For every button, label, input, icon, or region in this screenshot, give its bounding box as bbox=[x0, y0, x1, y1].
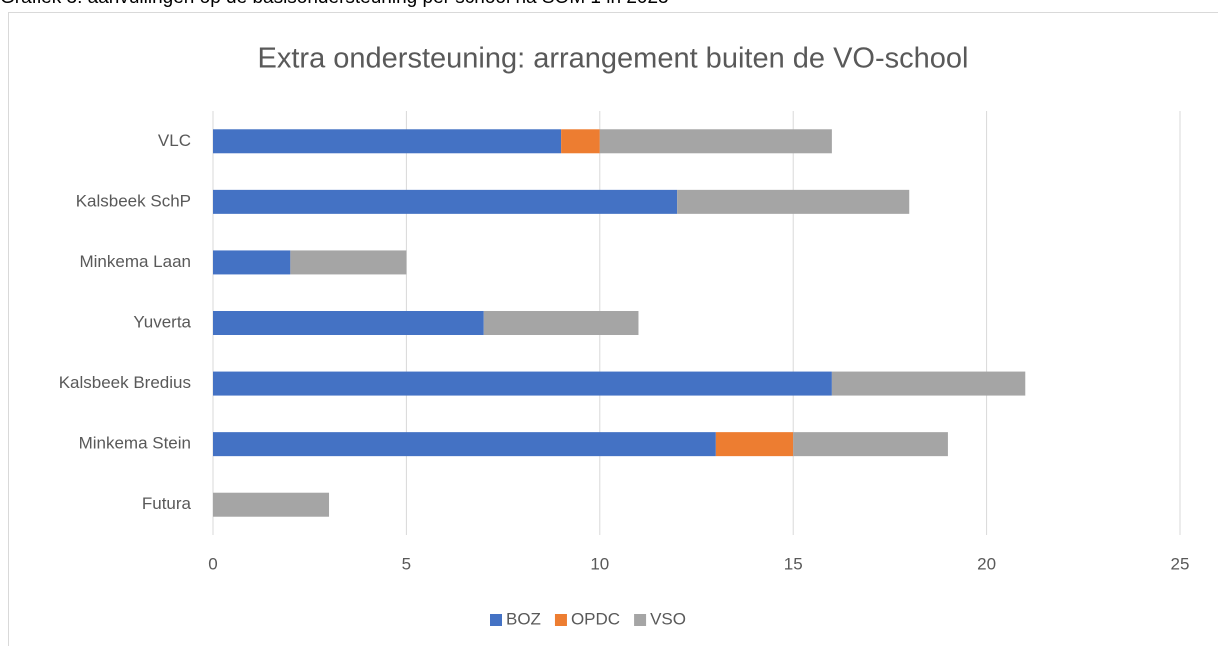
y-tick-label: Kalsbeek Bredius bbox=[59, 373, 191, 392]
legend-swatch bbox=[554, 614, 567, 626]
x-tick-label: 15 bbox=[784, 554, 803, 573]
bar-segment bbox=[483, 311, 639, 335]
x-tick-label: 10 bbox=[590, 554, 609, 573]
legend-label: BOZ bbox=[506, 609, 541, 628]
legend-label: OPDC bbox=[571, 609, 620, 628]
bar-segment bbox=[793, 432, 948, 457]
y-tick-label: VLC bbox=[158, 131, 191, 150]
y-tick-label: Kalsbeek SchP bbox=[76, 191, 191, 210]
caption: Grafiek 3: aanvullingen op de basisonder… bbox=[0, 0, 669, 9]
bar-segment bbox=[213, 432, 716, 457]
bar-segment bbox=[213, 371, 832, 396]
y-tick-label: Futura bbox=[142, 494, 192, 513]
x-tick-label: 20 bbox=[977, 554, 996, 573]
legend-swatch bbox=[490, 614, 502, 626]
bar-segment bbox=[213, 189, 678, 214]
x-tick-label: 25 bbox=[1171, 554, 1190, 573]
bar-segment bbox=[290, 250, 407, 275]
bar-segment bbox=[213, 250, 291, 275]
bar-segment bbox=[715, 432, 794, 457]
legend-swatch bbox=[634, 614, 647, 626]
chart-frame bbox=[8, 12, 1218, 646]
y-tick-label: Minkema Stein bbox=[79, 434, 191, 453]
bar-segment bbox=[213, 492, 330, 517]
bar-segment bbox=[831, 371, 1026, 396]
legend-label: VSO bbox=[650, 609, 686, 628]
bar-segment bbox=[213, 129, 562, 154]
x-tick-label: 5 bbox=[402, 554, 411, 573]
x-tick-label: 0 bbox=[208, 554, 217, 573]
chart-title: Extra ondersteuning: arrangement buiten … bbox=[258, 43, 969, 75]
y-tick-label: Minkema Laan bbox=[79, 252, 191, 271]
bar-segment bbox=[213, 311, 484, 335]
y-tick-label: Yuverta bbox=[133, 312, 191, 331]
bar-segment bbox=[677, 189, 910, 214]
bar-segment bbox=[561, 129, 600, 154]
bar-segment bbox=[599, 129, 832, 154]
